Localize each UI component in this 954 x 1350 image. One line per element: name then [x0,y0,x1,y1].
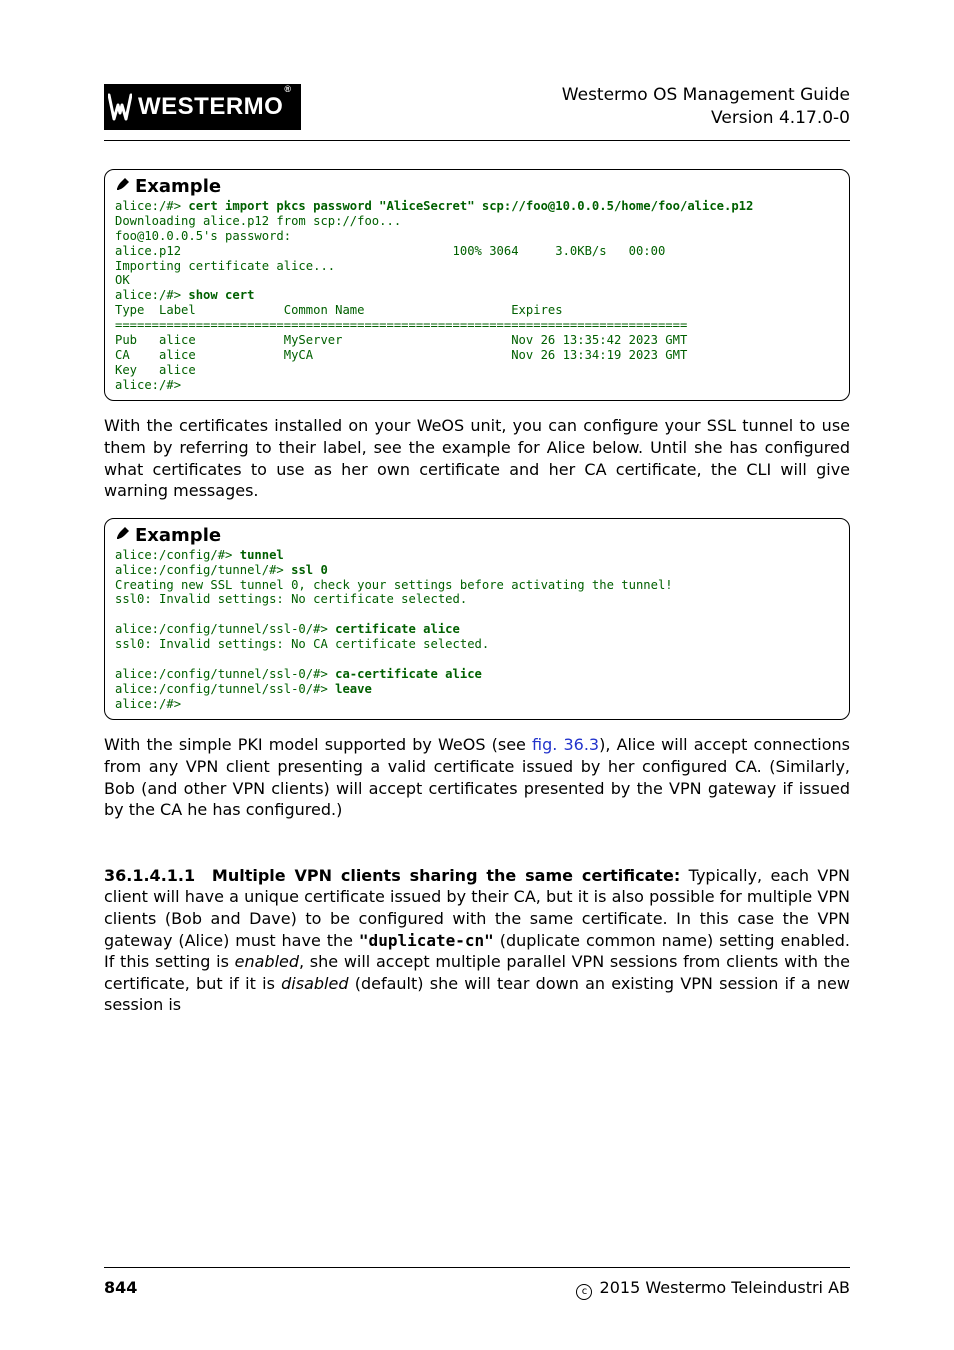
example-label-1: Example [135,176,221,197]
section-number: 36.1.4.1.1 [104,866,195,885]
guide-title: Westermo OS Management Guide [562,84,850,107]
example-title-1: Example [105,170,849,197]
section-36-1-4-1-1: 36.1.4.1.1 Multiple VPN clients sharing … [104,865,850,1016]
header-title-block: Westermo OS Management Guide Version 4.1… [562,84,850,130]
example-label-2: Example [135,525,221,546]
copyright-text: 2015 Westermo Teleindustri AB [600,1278,850,1297]
disabled-italic: disabled [281,974,348,993]
example-title-2: Example [105,519,849,546]
page-header: WESTERMO® Westermo OS Management Guide V… [104,84,850,141]
logo-w-mark-icon [108,91,132,123]
enabled-italic: enabled [235,952,299,971]
copyright-line: c 2015 Westermo Teleindustri AB [576,1278,850,1300]
copyright-icon: c [576,1284,592,1300]
paragraph-2: With the simple PKI model supported by W… [104,734,850,820]
paragraph-1: With the certificates installed on your … [104,415,850,501]
brand-logo: WESTERMO® [104,84,301,130]
example-box-2: Example alice:/config/#> tunnel alice:/c… [104,518,850,721]
duplicate-cn-literal: "duplicate-cn" [359,931,494,950]
example-box-1: Example alice:/#> cert import pkcs passw… [104,169,850,401]
section-title: Multiple VPN clients sharing the same ce… [212,866,680,885]
page-number: 844 [104,1278,137,1300]
logo-text: WESTERMO® [138,95,291,119]
terminal-output-1: alice:/#> cert import pkcs password "Ali… [105,197,849,400]
pen-icon [115,525,131,546]
terminal-output-2: alice:/config/#> tunnel alice:/config/tu… [105,546,849,720]
pen-icon [115,176,131,197]
version-line: Version 4.17.0-0 [562,107,850,130]
fig-link[interactable]: fig. 36.3 [532,735,599,754]
page-footer: 844 c 2015 Westermo Teleindustri AB [104,1267,850,1300]
para2-pre: With the simple PKI model supported by W… [104,735,532,754]
